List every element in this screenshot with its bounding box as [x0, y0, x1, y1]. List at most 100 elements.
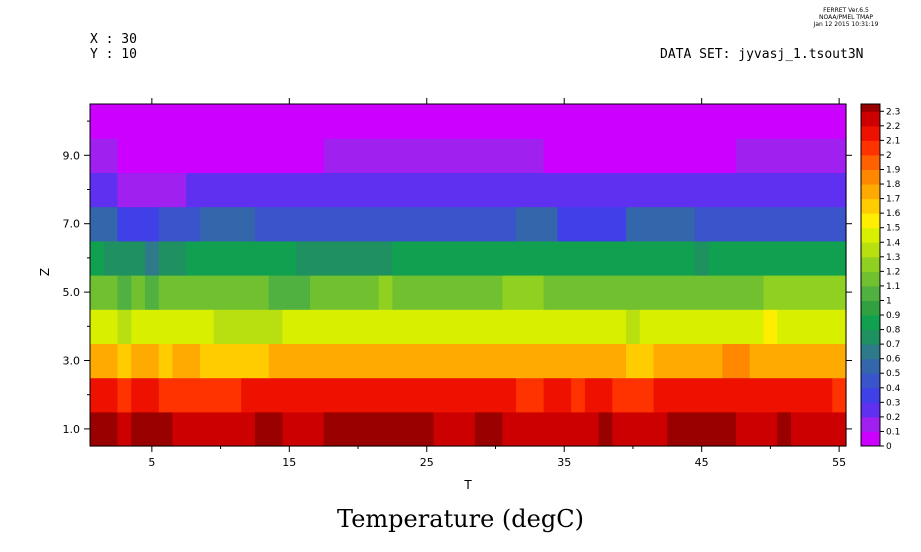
colorbar-swatch [861, 416, 880, 432]
heatmap-cell [626, 343, 655, 379]
colorbar-swatch [861, 300, 880, 316]
colorbar-label: 0.4 [886, 384, 901, 394]
heatmap-cell [516, 206, 558, 242]
heatmap-cell [736, 138, 847, 173]
colorbar-swatch [861, 373, 880, 389]
heatmap-cell [502, 275, 545, 310]
heatmap-cell [323, 411, 435, 447]
colorbar-label: 1.5 [886, 224, 900, 234]
heatmap-cell [158, 275, 270, 310]
plot-date: Jan 12 2015 10:31:19 [813, 21, 879, 28]
heatmap-cell [158, 343, 174, 379]
heatmap-cell [144, 275, 160, 310]
heatmap-cell [131, 411, 174, 447]
heatmap-cell [172, 343, 201, 379]
colorbar-swatch [861, 315, 880, 331]
colorbar-swatch [861, 344, 880, 360]
heatmap-cell [708, 240, 847, 276]
x-tick-label: 35 [557, 456, 571, 469]
colorbar-swatch [861, 125, 880, 141]
heatmap-cell [131, 309, 215, 344]
heatmap-cells [90, 104, 847, 447]
x-tick-label: 15 [282, 456, 296, 469]
heatmap-cell [131, 275, 146, 310]
x-axis-label: T [463, 478, 472, 492]
colorbar-label: 2.1 [886, 136, 900, 146]
heatmap-cell [543, 275, 765, 310]
dataset-label: DATA SET: jyvasj_1.tsout3N [660, 47, 864, 62]
heatmap-cell [103, 240, 146, 276]
heatmap-cell [90, 309, 119, 344]
heatmap-cell [268, 275, 311, 310]
axis-ticks: 5 15 25 35 45 55 1.0 3.0 5.0 7.0 9.0 [63, 98, 852, 469]
heatmap-cell [777, 411, 792, 447]
heatmap-cell [763, 275, 847, 310]
colorbar-swatch [861, 184, 880, 200]
x-tick-label: 45 [695, 456, 709, 469]
heatmap-cell [584, 377, 613, 413]
heatmap-cell [694, 206, 847, 242]
x-tick-label: 25 [420, 456, 434, 469]
colorbar-label: 2.3 [886, 107, 900, 117]
heatmap-cell [241, 377, 517, 413]
colorbar-swatch [861, 169, 880, 185]
colorbar-label: 1.3 [886, 253, 900, 263]
y-tick-label: 5.0 [63, 286, 81, 299]
heatmap-cell [90, 206, 119, 242]
colorbar-label: 1.2 [886, 267, 900, 277]
heatmap-cell [172, 411, 256, 447]
y-position-label: Y : 10 [90, 47, 137, 62]
colorbar-swatch [861, 154, 880, 170]
heatmap-cell [254, 411, 284, 447]
plot-frame [89, 103, 847, 447]
colorbar-swatch [861, 271, 880, 287]
y-tick-label: 7.0 [63, 218, 81, 231]
heatmap-cell [378, 275, 393, 310]
heatmap-cell [117, 343, 132, 379]
colorbar-label: 0.8 [886, 326, 901, 336]
heatmap-cell [158, 206, 201, 242]
colorbar-swatch [861, 402, 880, 418]
heatmap-cell [90, 377, 119, 413]
heatmap-cell [268, 343, 627, 379]
heatmap-cell [571, 377, 586, 413]
colorbar-label: 1.6 [886, 209, 901, 219]
heatmap-cell [90, 172, 119, 208]
heatmap-cell [694, 240, 710, 276]
colorbar-border [860, 103, 881, 447]
heatmap-chart: 5 15 25 35 45 55 1.0 3.0 5.0 7.0 9.0 0 0.1 0.2 0.3 0.4… [38, 98, 901, 492]
heatmap-cell [90, 240, 105, 276]
colorbar-swatch [861, 140, 880, 156]
heatmap-cell [117, 275, 132, 310]
heatmap-cell [626, 206, 696, 242]
plot-border [89, 103, 847, 447]
x-position-label: X : 30 [90, 32, 137, 47]
colorbar-swatch [861, 358, 880, 374]
colorbar-swatch [861, 329, 880, 345]
y-tick-label: 3.0 [63, 355, 81, 368]
heatmap-cell [117, 172, 187, 208]
colorbar-swatch [861, 285, 880, 301]
heatmap-cell [199, 343, 270, 379]
colorbar-label: 1.4 [886, 238, 901, 248]
heatmap-cell [777, 309, 847, 344]
heatmap-cell [117, 411, 132, 447]
heatmap-cell [117, 377, 132, 413]
heatmap-cell [763, 309, 778, 344]
colorbar-label: 0.3 [886, 398, 900, 408]
heatmap-cell [516, 377, 545, 413]
heatmap-cell [832, 377, 847, 413]
heatmap-cell [639, 309, 765, 344]
heatmap-cell [254, 206, 517, 242]
colorbar-label: 0.5 [886, 369, 900, 379]
heatmap-cell [749, 343, 847, 379]
heatmap-cell [598, 411, 613, 447]
heatmap-cell [791, 411, 847, 447]
y-axis-label: Z [38, 268, 52, 276]
y-tick-label: 9.0 [63, 149, 81, 162]
program-version: FERRET Ver.6.5 [823, 7, 869, 14]
colorbar-label: 2.2 [886, 122, 900, 132]
heatmap-cell [282, 309, 627, 344]
heatmap-cell [502, 411, 600, 447]
heatmap-cell [612, 377, 655, 413]
